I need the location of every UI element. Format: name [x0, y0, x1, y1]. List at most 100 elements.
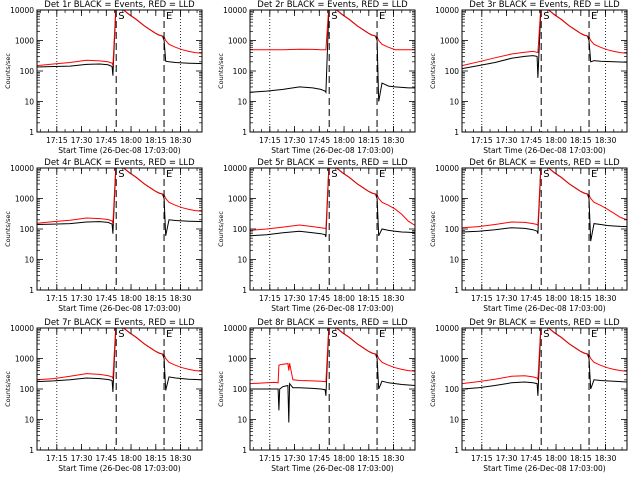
y-tick-label: 10 [24, 256, 34, 265]
chart-panel-1: Det 1r BLACK = Events, RED = LLD Counts/s… [4, 0, 203, 155]
y-tick-label: 1000 [440, 37, 459, 46]
x-tick-label: 18:30 [383, 294, 405, 303]
end-marker-label: E [379, 169, 385, 180]
x-tick-label: 18:15 [358, 454, 380, 463]
y-tick-label: 100 [445, 67, 460, 76]
plot-frame [36, 9, 203, 133]
x-tick-label: 17:30 [284, 454, 306, 463]
x-tick-label: 17:15 [471, 454, 493, 463]
x-tick-label: 18:15 [145, 294, 167, 303]
plot-frame [461, 167, 628, 291]
y-tick-label: 10000 [223, 324, 247, 333]
x-tick-label: 18:30 [170, 136, 192, 145]
x-tick-label: 17:15 [46, 136, 68, 145]
y-tick-label: 100 [233, 225, 248, 234]
chart-panel-7: Det 7r BLACK = Events, RED = LLD Counts/s… [4, 318, 203, 473]
x-tick-label: 17:45 [520, 294, 542, 303]
x-tick-label: 17:45 [95, 454, 117, 463]
x-axis-label: Start Time (26-Dec-08 17:03:00) [483, 146, 605, 155]
x-tick-label: 17:30 [284, 294, 306, 303]
x-tick-label: 17:15 [259, 294, 281, 303]
x-tick-label: 18:00 [120, 136, 142, 145]
x-tick-label: 18:15 [145, 136, 167, 145]
series-lld-line [462, 168, 627, 229]
y-axis-label: Counts/sec [4, 371, 12, 407]
x-tick-label: 18:30 [170, 454, 192, 463]
x-tick-label: 18:15 [358, 294, 380, 303]
plot-frame [249, 167, 416, 291]
y-axis-label: Counts/sec [217, 53, 225, 89]
y-axis-label: Counts/sec [217, 211, 225, 247]
chart-title: Det 1r BLACK = Events, RED = LLD [44, 0, 195, 10]
end-marker-label: E [379, 329, 385, 340]
x-tick-label: 18:00 [545, 454, 567, 463]
x-tick-label: 17:30 [496, 454, 518, 463]
y-tick-label: 10 [449, 416, 459, 425]
series-group [37, 168, 202, 236]
x-tick-label: 17:30 [71, 294, 93, 303]
end-marker-label: E [379, 11, 385, 22]
x-axis-label: Start Time (26-Dec-08 17:03:00) [271, 146, 393, 155]
plot-frame [249, 9, 416, 133]
plot-frame [36, 167, 203, 291]
y-tick-label: 100 [445, 225, 460, 234]
y-tick-label: 10000 [10, 164, 34, 173]
y-tick-label: 10 [237, 98, 247, 107]
plot-frame [36, 327, 203, 451]
start-marker-label: S [331, 11, 337, 22]
series-lld-line [462, 10, 627, 67]
y-tick-label: 10 [24, 416, 34, 425]
x-tick-label: 17:45 [308, 454, 330, 463]
x-tick-label: 18:00 [545, 136, 567, 145]
series-group [462, 10, 627, 78]
y-tick-label: 1000 [228, 195, 247, 204]
end-marker-label: E [591, 329, 597, 340]
chart-panel-2: Det 2r BLACK = Events, RED = LLD Counts/s… [217, 0, 416, 155]
y-tick-label: 1 [242, 286, 247, 295]
x-tick-label: 18:15 [145, 454, 167, 463]
y-tick-label: 1000 [228, 355, 247, 364]
chart-title: Det 3r BLACK = Events, RED = LLD [469, 0, 620, 10]
y-axis-label: Counts/sec [429, 53, 437, 89]
y-tick-label: 1 [454, 128, 459, 137]
y-axis-label: Counts/sec [217, 371, 225, 407]
x-tick-label: 17:30 [496, 294, 518, 303]
series-group [37, 328, 202, 393]
chart-title: Det 6r BLACK = Events, RED = LLD [469, 158, 620, 168]
y-tick-label: 10000 [435, 164, 459, 173]
x-axis-label: Start Time (26-Dec-08 17:03:00) [58, 304, 180, 313]
y-tick-label: 1 [454, 286, 459, 295]
x-axis-label: Start Time (26-Dec-08 17:03:00) [58, 146, 180, 155]
series-events-line [250, 328, 415, 423]
series-group [462, 168, 627, 242]
x-tick-label: 18:30 [595, 136, 617, 145]
x-axis-label: Start Time (26-Dec-08 17:03:00) [271, 304, 393, 313]
x-tick-label: 18:15 [570, 136, 592, 145]
y-tick-label: 10 [449, 98, 459, 107]
plot-frame [461, 327, 628, 451]
x-tick-label: 17:45 [95, 294, 117, 303]
x-tick-label: 18:30 [170, 294, 192, 303]
x-tick-label: 18:00 [333, 294, 355, 303]
y-tick-label: 10 [24, 98, 34, 107]
x-tick-label: 18:00 [120, 454, 142, 463]
end-marker-label: E [166, 169, 172, 180]
y-axis-label: Counts/sec [429, 371, 437, 407]
chart-panel-9: Det 9r BLACK = Events, RED = LLD Counts/s… [429, 318, 628, 473]
y-tick-label: 1000 [15, 37, 34, 46]
series-group [250, 328, 415, 423]
series-lld-line [250, 10, 415, 51]
y-tick-label: 1 [454, 446, 459, 455]
x-axis-label: Start Time (26-Dec-08 17:03:00) [483, 464, 605, 473]
chart-panel-6: Det 6r BLACK = Events, RED = LLD Counts/s… [429, 158, 628, 313]
chart-panel-3: Det 3r BLACK = Events, RED = LLD Counts/s… [429, 0, 628, 155]
x-tick-label: 17:45 [95, 136, 117, 145]
x-tick-label: 18:00 [545, 294, 567, 303]
y-tick-label: 10 [237, 256, 247, 265]
y-axis-label: Counts/sec [4, 211, 12, 247]
x-axis-label: Start Time (26-Dec-08 17:03:00) [58, 464, 180, 473]
chart-panel-4: Det 4r BLACK = Events, RED = LLD Counts/s… [4, 158, 203, 313]
end-marker-label: E [166, 11, 172, 22]
x-tick-label: 18:30 [595, 454, 617, 463]
